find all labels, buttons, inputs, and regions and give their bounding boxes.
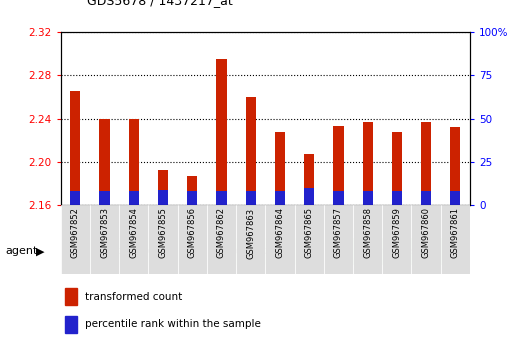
Bar [158, 170, 168, 205]
Bar [324, 237, 470, 266]
Bar [246, 97, 256, 205]
Bar [207, 205, 236, 274]
Bar [324, 205, 353, 274]
Text: GSM967862: GSM967862 [217, 207, 226, 258]
Text: GSM967865: GSM967865 [305, 207, 314, 258]
Bar [61, 205, 90, 274]
Text: GSM967854: GSM967854 [129, 207, 138, 258]
Bar [70, 192, 80, 205]
Bar [158, 190, 168, 205]
Text: ▶: ▶ [36, 246, 44, 256]
Text: GSM967863: GSM967863 [246, 207, 255, 258]
Bar [61, 237, 207, 266]
Text: transformed count: transformed count [86, 291, 183, 302]
Bar [216, 59, 227, 205]
Bar [65, 288, 77, 305]
Bar [99, 119, 110, 205]
Text: GSM967853: GSM967853 [100, 207, 109, 258]
Bar [441, 205, 470, 274]
Bar [207, 237, 324, 266]
Bar [421, 192, 431, 205]
Bar [70, 91, 80, 205]
Bar [304, 188, 314, 205]
Bar [90, 205, 119, 274]
Bar [295, 205, 324, 274]
Text: agent: agent [5, 246, 37, 256]
Bar [275, 192, 285, 205]
Bar [99, 192, 110, 205]
Bar [411, 205, 441, 274]
Text: bevacizumab: bevacizumab [228, 246, 303, 256]
Bar [363, 192, 373, 205]
Bar [275, 132, 285, 205]
Bar [129, 119, 139, 205]
Bar [216, 192, 227, 205]
Bar [392, 192, 402, 205]
Bar [392, 132, 402, 205]
Bar [187, 192, 197, 205]
Bar [148, 205, 177, 274]
Text: GSM967852: GSM967852 [71, 207, 80, 258]
Text: percentile rank within the sample: percentile rank within the sample [86, 319, 261, 329]
Text: GSM967855: GSM967855 [158, 207, 167, 258]
Bar [421, 122, 431, 205]
Bar [119, 205, 148, 274]
Text: GSM967857: GSM967857 [334, 207, 343, 258]
Bar [333, 126, 344, 205]
Bar [353, 205, 382, 274]
Bar [382, 205, 411, 274]
Bar [236, 205, 266, 274]
Bar [65, 316, 77, 333]
Text: GSM967859: GSM967859 [392, 207, 401, 258]
Text: GDS5678 / 1437217_at: GDS5678 / 1437217_at [87, 0, 233, 7]
Bar [450, 127, 460, 205]
Bar [265, 205, 295, 274]
Bar [177, 205, 207, 274]
Bar [246, 192, 256, 205]
Bar [333, 192, 344, 205]
Text: GSM967856: GSM967856 [188, 207, 197, 258]
Bar [450, 192, 460, 205]
Bar [304, 154, 314, 205]
Bar [187, 176, 197, 205]
Text: control: control [115, 246, 153, 256]
Text: GSM967860: GSM967860 [421, 207, 430, 258]
Text: dibenzazepine: dibenzazepine [356, 246, 437, 256]
Bar [129, 192, 139, 205]
Bar [363, 122, 373, 205]
Text: GSM967864: GSM967864 [276, 207, 285, 258]
Text: GSM967861: GSM967861 [451, 207, 460, 258]
Text: GSM967858: GSM967858 [363, 207, 372, 258]
